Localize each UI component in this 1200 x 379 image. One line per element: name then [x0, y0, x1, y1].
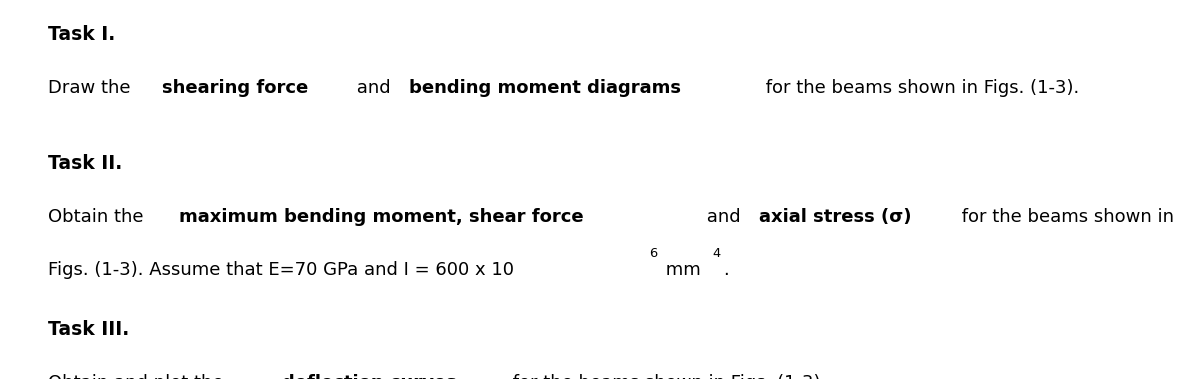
Text: Draw the: Draw the	[48, 79, 137, 97]
Text: maximum bending moment, shear force: maximum bending moment, shear force	[179, 208, 583, 226]
Text: for the beams shown in Figs. (1-3).: for the beams shown in Figs. (1-3).	[508, 374, 827, 379]
Text: Task I.: Task I.	[48, 25, 115, 44]
Text: Obtain the: Obtain the	[48, 208, 149, 226]
Text: 6: 6	[649, 247, 658, 260]
Text: Task II.: Task II.	[48, 153, 122, 173]
Text: 4: 4	[713, 247, 721, 260]
Text: for the beams shown in: for the beams shown in	[956, 208, 1174, 226]
Text: mm: mm	[660, 261, 701, 279]
Text: Task III.: Task III.	[48, 320, 130, 340]
Text: Figs. (1-3). Assume that E=70 GPa and I = 600 x 10: Figs. (1-3). Assume that E=70 GPa and I …	[48, 261, 514, 279]
Text: bending moment diagrams: bending moment diagrams	[409, 79, 682, 97]
Text: .: .	[724, 261, 728, 279]
Text: Obtain and plot the: Obtain and plot the	[48, 374, 229, 379]
Text: axial stress (σ): axial stress (σ)	[760, 208, 912, 226]
Text: deflection curves: deflection curves	[282, 374, 457, 379]
Text: and: and	[350, 79, 396, 97]
Text: for the beams shown in Figs. (1-3).: for the beams shown in Figs. (1-3).	[760, 79, 1079, 97]
Text: and: and	[701, 208, 746, 226]
Text: shearing force: shearing force	[162, 79, 308, 97]
